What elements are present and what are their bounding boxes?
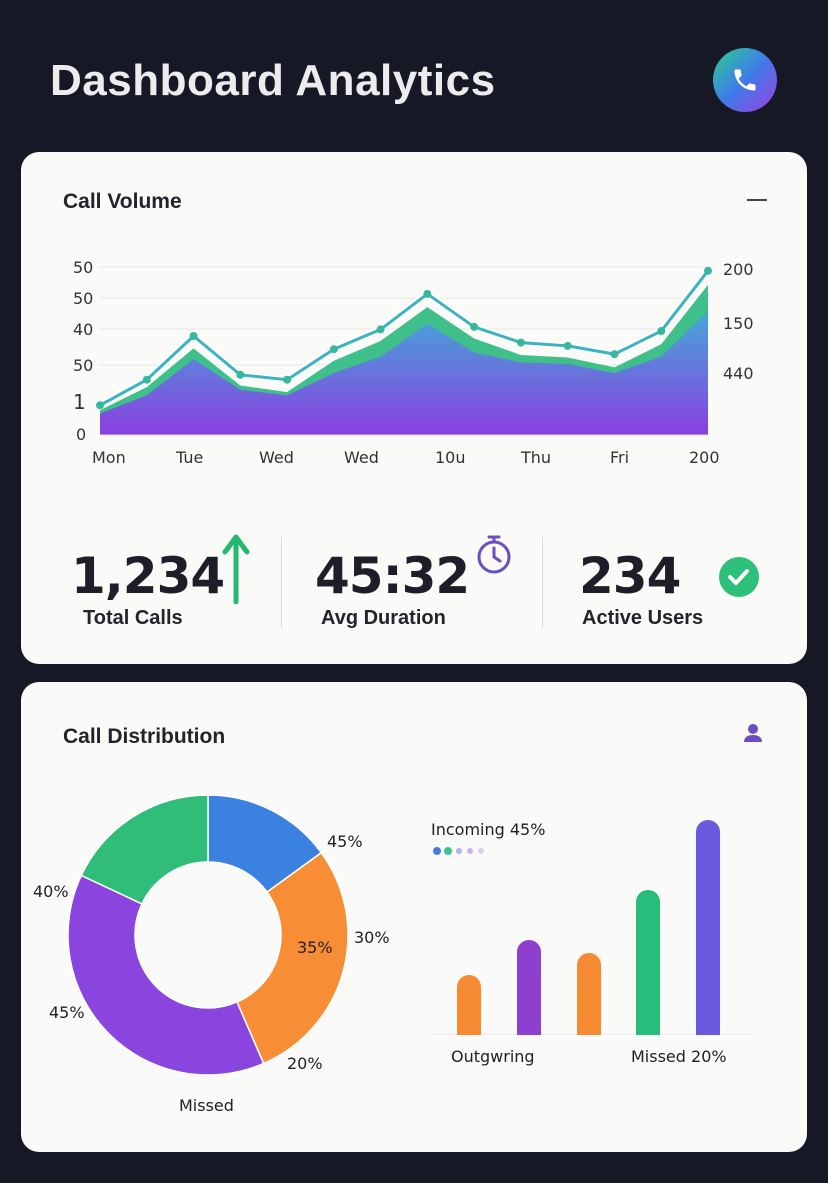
bar xyxy=(696,820,720,1047)
bar xyxy=(577,953,601,1047)
x-tick: Wed xyxy=(344,448,379,467)
card-title: Call Distribution xyxy=(63,725,226,748)
donut-label: 40% xyxy=(33,882,69,901)
bar xyxy=(517,940,541,1047)
x-tick: 200 xyxy=(689,448,720,467)
bar-label: Outgwring xyxy=(451,1047,535,1066)
line-point xyxy=(236,370,245,379)
donut-slice xyxy=(236,851,349,1065)
donut-label: 45% xyxy=(327,832,363,851)
line-point xyxy=(189,332,198,340)
stat-avg-duration: 45:32 Avg Duration xyxy=(315,547,470,629)
call-volume-chart xyxy=(96,266,712,436)
stat-value: 234 xyxy=(579,547,681,605)
user-icon[interactable] xyxy=(741,722,765,746)
y2-tick: 150 xyxy=(723,314,754,333)
donut-label: 20% xyxy=(287,1054,323,1073)
x-tick: Thu xyxy=(521,448,552,467)
donut-slice xyxy=(80,794,209,905)
bar-legend-title: Incoming 45% xyxy=(431,820,546,839)
line-point xyxy=(96,401,104,410)
y-tick: 50 xyxy=(73,258,94,277)
phone-icon xyxy=(734,69,756,91)
stat-label: Active Users xyxy=(582,607,704,629)
line-point xyxy=(610,350,619,359)
y-tick: 0 xyxy=(76,425,87,444)
page-title: Dashboard Analytics xyxy=(50,56,496,105)
line-point xyxy=(376,325,385,334)
legend-dot xyxy=(478,848,484,854)
legend-dot xyxy=(456,848,462,854)
y-tick: 40 xyxy=(73,320,94,339)
x-tick: Wed xyxy=(259,448,294,467)
y-tick: 50 xyxy=(73,356,94,375)
line-point xyxy=(704,266,712,275)
x-tick: Fri xyxy=(610,448,630,467)
legend-dot xyxy=(433,847,441,855)
donut-slice xyxy=(67,874,265,1076)
x-tick: Mon xyxy=(92,448,126,467)
line-point xyxy=(470,322,479,331)
divider xyxy=(281,537,282,629)
line-series xyxy=(99,269,710,407)
line-point xyxy=(516,338,525,347)
line-point xyxy=(657,327,666,336)
bar xyxy=(457,975,481,1047)
check-circle-icon xyxy=(719,557,759,597)
y-tick: 1 xyxy=(73,390,86,414)
donut-label: 35% xyxy=(297,938,333,957)
line-point xyxy=(283,375,292,384)
minimize-icon[interactable] xyxy=(747,199,767,201)
stat-total-calls: 1,234 Total Calls xyxy=(71,547,225,629)
card-title: Call Volume xyxy=(63,190,182,213)
donut-label: Missed xyxy=(179,1096,234,1115)
area-series-blue xyxy=(100,311,708,435)
distribution-bars xyxy=(421,820,761,1049)
y-tick: 50 xyxy=(73,289,94,308)
legend-dot xyxy=(467,848,473,854)
bar xyxy=(636,890,660,1047)
line-point xyxy=(563,341,572,350)
y2-tick: 440 xyxy=(723,364,754,383)
y2-tick: 200 xyxy=(723,260,754,279)
divider xyxy=(542,537,543,629)
stopwatch-icon xyxy=(477,535,511,574)
x-tick: 10u xyxy=(435,448,466,467)
arrow-up-icon xyxy=(222,534,250,604)
distribution-donut xyxy=(67,794,349,1076)
bar-label: Missed 20% xyxy=(631,1047,727,1066)
legend-dot xyxy=(444,847,452,855)
donut-label: 30% xyxy=(354,928,390,947)
line-point xyxy=(329,345,338,354)
stat-label: Total Calls xyxy=(83,607,183,629)
phone-button[interactable] xyxy=(713,48,777,112)
call-distribution-card: Call Distribution 45% 40% 30% 35% 45% 20… xyxy=(21,682,807,1152)
stat-value: 1,234 xyxy=(71,547,225,605)
line-point xyxy=(142,375,151,384)
call-volume-card: Call Volume 0 1 50 40 50 50 200 150 440 … xyxy=(21,152,807,664)
stat-value: 45:32 xyxy=(315,547,470,605)
stat-active-users: 234 Active Users xyxy=(579,547,703,629)
donut-label: 45% xyxy=(49,1003,85,1022)
line-point xyxy=(423,289,432,298)
stat-label: Avg Duration xyxy=(321,607,446,629)
x-tick: Tue xyxy=(176,448,204,467)
